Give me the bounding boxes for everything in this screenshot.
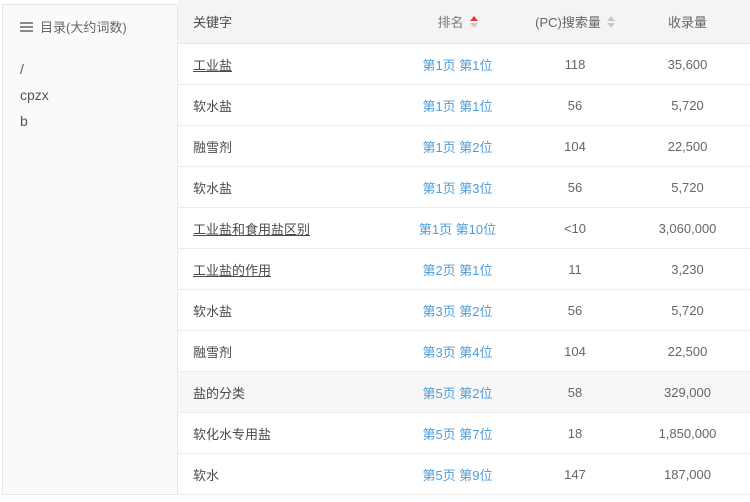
column-header-search-volume[interactable]: (PC)搜索量	[525, 12, 625, 31]
keyword-cell[interactable]: 工业盐	[193, 57, 233, 73]
table-row: 软水盐 第1页 第3位 56 5,720	[178, 167, 750, 208]
index-volume-cell: 5,720	[671, 302, 704, 318]
keyword-cell[interactable]: 工业盐的作用	[193, 262, 272, 278]
search-volume-cell: 56	[567, 97, 583, 113]
table-row: 盐的分类 第5页 第2位 58 329,000	[178, 372, 750, 413]
search-volume-cell: 118	[564, 56, 586, 72]
table-row: 软水盐 第3页 第2位 56 5,720	[178, 290, 750, 331]
sidebar-directory-item[interactable]: b	[20, 113, 28, 129]
keyword-cell[interactable]: 融雪剂	[193, 139, 233, 155]
keyword-cell[interactable]: 软化水专用盐	[193, 426, 272, 442]
column-header-index-volume: 收录量	[667, 15, 707, 30]
index-volume-cell: 329,000	[664, 384, 711, 400]
caret-down-icon	[606, 22, 615, 28]
table-body: 工业盐 第1页 第1位 118 35,600 软水盐 第1页 第1位 56 5,…	[178, 44, 750, 495]
sidebar-title-label: 目录(大约词数)	[40, 20, 127, 35]
caret-up-icon	[606, 15, 615, 21]
search-volume-cell: <10	[563, 220, 587, 236]
index-volume-cell: 22,500	[667, 138, 708, 154]
search-volume-cell: 11	[568, 261, 582, 277]
index-volume-cell: 5,720	[671, 179, 704, 195]
keyword-cell[interactable]: 软水盐	[193, 303, 233, 319]
index-volume-cell: 3,060,000	[658, 220, 717, 236]
index-volume-cell: 35,600	[667, 56, 708, 72]
column-header-keyword: 关键字	[193, 15, 233, 30]
sort-icon-rank[interactable]	[469, 15, 478, 28]
directory-sidebar: 目录(大约词数) / cpzx b	[2, 4, 178, 495]
keyword-cell[interactable]: 工业盐和食用盐区别	[193, 221, 311, 237]
search-volume-cell: 56	[567, 179, 583, 195]
table-row: 软化水专用盐 第5页 第7位 18 1,850,000	[178, 413, 750, 454]
rank-link[interactable]: 第1页 第1位	[422, 57, 493, 73]
directory-list: / cpzx b	[20, 56, 177, 134]
table-row: 融雪剂 第3页 第4位 104 22,500	[178, 331, 750, 372]
rank-link[interactable]: 第3页 第2位	[422, 303, 493, 319]
column-header-rank[interactable]: 排名	[390, 12, 525, 31]
search-volume-cell: 58	[567, 384, 583, 400]
search-volume-cell: 18	[567, 425, 583, 441]
rank-link[interactable]: 第3页 第4位	[422, 344, 493, 360]
caret-up-icon	[469, 15, 478, 21]
rank-link[interactable]: 第1页 第1位	[422, 98, 493, 114]
rank-link[interactable]: 第1页 第10位	[418, 221, 497, 237]
sidebar-title: 目录(大约词数)	[20, 17, 177, 36]
table-row: 工业盐和食用盐区别 第1页 第10位 <10 3,060,000	[178, 208, 750, 249]
sort-icon-search-volume[interactable]	[606, 15, 615, 28]
search-volume-cell: 147	[564, 466, 586, 482]
rank-link[interactable]: 第2页 第1位	[422, 262, 493, 278]
keyword-table: 关键字 排名 (PC)搜索量 收录量 工业盐 第1页	[178, 0, 750, 495]
keyword-cell[interactable]: 盐的分类	[193, 385, 246, 401]
index-volume-cell: 22,500	[667, 343, 708, 359]
rank-link[interactable]: 第5页 第2位	[422, 385, 493, 401]
table-header-row: 关键字 排名 (PC)搜索量 收录量	[178, 0, 750, 44]
table-row: 软水 第5页 第9位 147 187,000	[178, 454, 750, 495]
rank-link[interactable]: 第1页 第3位	[422, 180, 493, 196]
list-menu-icon	[20, 21, 33, 24]
keyword-cell[interactable]: 软水盐	[193, 98, 233, 114]
rank-link[interactable]: 第5页 第9位	[422, 467, 493, 483]
keyword-cell[interactable]: 融雪剂	[193, 344, 233, 360]
search-volume-cell: 104	[564, 343, 586, 359]
search-volume-cell: 104	[564, 138, 586, 154]
table-row: 工业盐 第1页 第1位 118 35,600	[178, 44, 750, 85]
index-volume-cell: 5,720	[671, 97, 704, 113]
sidebar-directory-item[interactable]: /	[20, 61, 24, 77]
rank-link[interactable]: 第5页 第7位	[422, 426, 493, 442]
sidebar-directory-item[interactable]: cpzx	[20, 87, 49, 103]
rank-link[interactable]: 第1页 第2位	[422, 139, 493, 155]
index-volume-cell: 3,230	[671, 261, 704, 277]
caret-down-icon	[469, 22, 478, 28]
index-volume-cell: 1,850,000	[658, 425, 717, 441]
table-row: 工业盐的作用 第2页 第1位 11 3,230	[178, 249, 750, 290]
index-volume-cell: 187,000	[664, 466, 711, 482]
keyword-cell[interactable]: 软水	[193, 467, 220, 483]
table-row: 融雪剂 第1页 第2位 104 22,500	[178, 126, 750, 167]
keyword-cell[interactable]: 软水盐	[193, 180, 233, 196]
table-row: 软水盐 第1页 第1位 56 5,720	[178, 85, 750, 126]
search-volume-cell: 56	[567, 302, 583, 318]
